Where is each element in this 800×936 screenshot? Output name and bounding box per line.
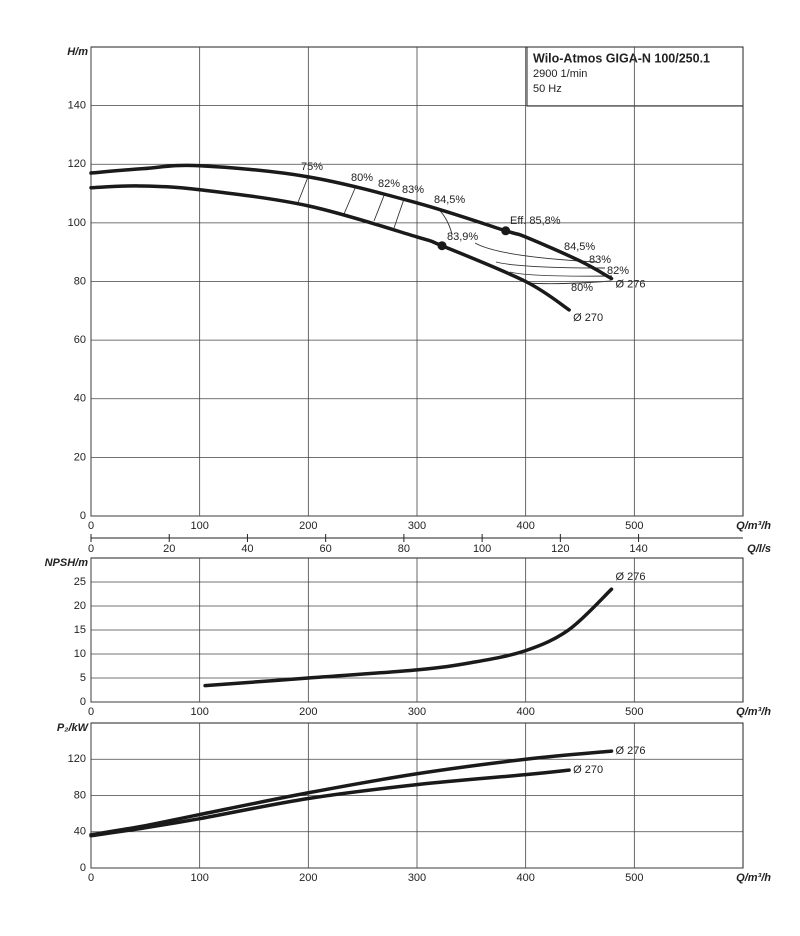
x-tick-label: 500 — [625, 706, 643, 718]
y-axis-label: H/m — [67, 46, 88, 58]
x2-axis-label: Q/l/s — [747, 543, 771, 555]
y-tick-label: 100 — [68, 217, 86, 229]
operating-point — [437, 241, 447, 251]
x-tick-label: 300 — [408, 872, 426, 884]
info-frequency: 50 Hz — [533, 83, 562, 95]
x-tick-label: 100 — [190, 872, 208, 884]
x2-tick-label: 20 — [163, 543, 175, 555]
y-tick-label: 80 — [74, 789, 86, 801]
y-tick-label: 120 — [68, 158, 86, 170]
series-label: Ø 276 — [616, 278, 646, 290]
iso-line — [509, 271, 613, 277]
y-tick-label: 0 — [80, 696, 86, 708]
x-tick-label: 200 — [299, 872, 317, 884]
y-tick-label: 40 — [74, 826, 86, 838]
y-tick-label: 60 — [74, 334, 86, 346]
x-tick-label: 200 — [299, 706, 317, 718]
y-tick-label: 20 — [74, 451, 86, 463]
y-tick-label: 40 — [74, 393, 86, 405]
iso-line — [296, 176, 309, 206]
x2-tick-label: 60 — [320, 543, 332, 555]
annotation: 75% — [301, 161, 323, 173]
annotation: 83% — [402, 184, 424, 196]
x-tick-label: 100 — [190, 706, 208, 718]
iso-line — [373, 192, 386, 222]
iso-line — [393, 198, 405, 229]
x2-tick-label: 40 — [241, 543, 253, 555]
curve — [89, 163, 614, 281]
y-tick-label: 140 — [68, 100, 86, 112]
y-tick-label: 15 — [74, 624, 86, 636]
iso-line — [495, 261, 606, 269]
series-label: Ø 276 — [616, 571, 646, 583]
x-tick-label: 200 — [299, 520, 317, 532]
curve — [89, 184, 571, 312]
annotation: 80% — [571, 282, 593, 294]
x-tick-label: 400 — [516, 520, 534, 532]
annotation: 82% — [378, 178, 400, 190]
annotation: 83,9% — [447, 231, 478, 243]
iso-line — [343, 185, 357, 215]
y-tick-label: 10 — [74, 648, 86, 660]
x-tick-label: 500 — [625, 872, 643, 884]
info-title: Wilo-Atmos GIGA-N 100/250.1 — [533, 51, 710, 65]
x-tick-label: 400 — [516, 872, 534, 884]
series-label: Ø 270 — [573, 312, 603, 324]
x-tick-label: 500 — [625, 520, 643, 532]
y-tick-label: 0 — [80, 862, 86, 874]
curve — [89, 749, 614, 837]
series-label: Ø 276 — [616, 745, 646, 757]
x-tick-label: 0 — [88, 706, 94, 718]
x-tick-label: 300 — [408, 520, 426, 532]
y-tick-label: 25 — [74, 576, 86, 588]
operating-point — [501, 226, 511, 236]
annotation: Eff. 85,8% — [510, 215, 561, 227]
x-tick-label: 0 — [88, 520, 94, 532]
x-tick-label: 0 — [88, 872, 94, 884]
annotation: 83% — [589, 254, 611, 266]
y-axis-label: P₂/kW — [57, 722, 90, 734]
info-speed: 2900 1/min — [533, 68, 587, 80]
curve — [89, 768, 571, 838]
info-box — [526, 46, 744, 107]
x-tick-label: 400 — [516, 706, 534, 718]
x2-tick-label: 120 — [551, 543, 569, 555]
x-axis-label: Q/m³/h — [736, 520, 771, 532]
x-axis-label: Q/m³/h — [736, 872, 771, 884]
annotation: 84,5% — [564, 241, 595, 253]
x2-tick-label: 0 — [88, 543, 94, 555]
series-label: Ø 270 — [573, 764, 603, 776]
curve — [203, 587, 614, 688]
y-tick-label: 0 — [80, 510, 86, 522]
y-tick-label: 20 — [74, 600, 86, 612]
y-tick-label: 5 — [80, 672, 86, 684]
x-axis-label: Q/m³/h — [736, 706, 771, 718]
y-tick-label: 80 — [74, 275, 86, 287]
x2-tick-label: 100 — [473, 543, 491, 555]
x-tick-label: 300 — [408, 706, 426, 718]
x2-tick-label: 80 — [398, 543, 410, 555]
annotation: 84,5% — [434, 194, 465, 206]
x-tick-label: 100 — [190, 520, 208, 532]
y-axis-label: NPSH/m — [45, 557, 89, 569]
y-tick-label: 120 — [68, 753, 86, 765]
annotation: 82% — [607, 265, 629, 277]
x2-tick-label: 140 — [629, 543, 647, 555]
annotation: 80% — [351, 172, 373, 184]
